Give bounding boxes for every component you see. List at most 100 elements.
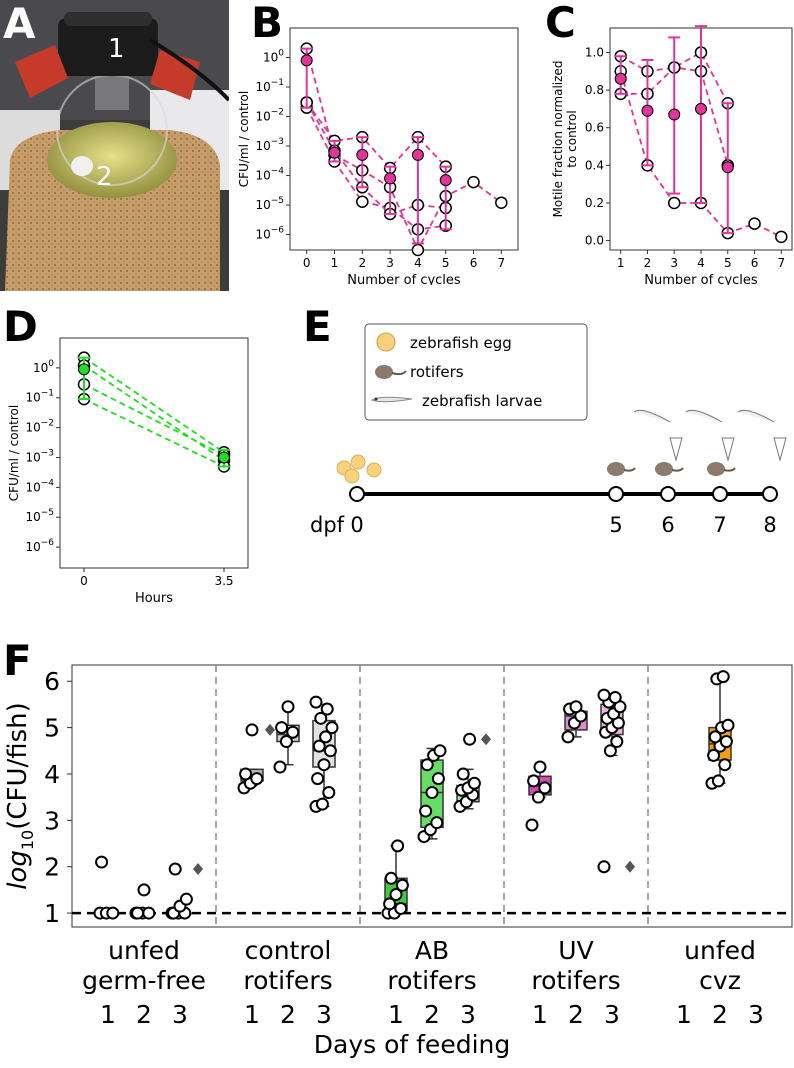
data-point [456, 767, 470, 781]
x-axis-label: Hours [135, 591, 173, 606]
timeline-point [660, 486, 676, 502]
data-point [525, 818, 539, 832]
data-point [317, 758, 331, 772]
data-point [431, 772, 445, 786]
x-tick-label: 7 [497, 256, 505, 270]
timeline-point-label: 7 [713, 513, 726, 537]
x-tick-label: 7 [777, 256, 785, 270]
data-point [608, 690, 622, 704]
y-tick-label: 10−5 [255, 196, 284, 212]
mean-point [78, 363, 90, 376]
data-point [708, 730, 722, 744]
data-point [394, 901, 408, 915]
data-point [137, 883, 151, 897]
x-tick-label: 2 [358, 256, 366, 270]
data-point [309, 695, 323, 709]
flier [193, 863, 203, 876]
x-tick-label: 0 [80, 574, 88, 588]
timeline-point-label: 8 [763, 513, 776, 537]
panel-label-b: B [251, 0, 284, 47]
data-point [279, 735, 293, 749]
day-label: 3 [460, 1000, 476, 1029]
x-tick-label: 4 [697, 256, 705, 270]
data-point [533, 760, 547, 774]
legend-rotifers-label: rotifers [410, 363, 464, 381]
data-point [467, 175, 480, 189]
group-label-line2: germ-free [82, 966, 206, 995]
group-label-line2: cvz [699, 966, 741, 995]
panel-label-f: F [3, 636, 32, 685]
flier [265, 723, 275, 736]
series-line [83, 398, 225, 468]
data-point [395, 878, 409, 892]
plot-frame [289, 27, 519, 251]
y-tick-label: 10−1 [25, 389, 54, 405]
data-point [131, 906, 145, 920]
x-axis-label: Number of cycles [347, 273, 461, 285]
mean-point [328, 146, 341, 159]
y-tick-label: 1 [44, 899, 60, 928]
series-line [83, 364, 225, 462]
y-tick-label: 10−6 [25, 538, 54, 554]
x-tick-label: 2 [644, 256, 652, 270]
x-tick-label: 3.5 [214, 574, 233, 588]
egg-icon [376, 332, 396, 352]
legend-larvae-label: zebrafish larvae [422, 392, 542, 410]
timeline-point [762, 486, 778, 502]
timeline-point [712, 486, 728, 502]
y-tick-label: 6 [44, 667, 60, 696]
schematic-legend-box [364, 323, 588, 421]
flier [481, 733, 491, 746]
x-tick-label: 3 [386, 256, 394, 270]
series-line [83, 383, 225, 456]
y-tick-label: 10−4 [255, 167, 284, 183]
y-tick-label: 10−2 [25, 419, 54, 435]
mean-point [439, 174, 452, 187]
mean-point [300, 54, 313, 67]
timeline-larvae-tubes [633, 409, 787, 462]
data-point [775, 230, 788, 244]
y-tick-label: 0.8 [585, 83, 604, 97]
y-tick-label: 1.0 [585, 45, 604, 59]
panel-label-d: D [3, 302, 38, 351]
y-axis-label: to control [565, 110, 579, 167]
group-label-line1: AB [415, 936, 449, 965]
day-label: 1 [244, 1000, 260, 1029]
legend-egg-label: zebrafish egg [410, 334, 512, 352]
data-point [430, 816, 444, 830]
y-tick-label: 10−2 [255, 108, 284, 124]
y-tick-label: 10−3 [25, 448, 54, 464]
data-point [179, 892, 193, 906]
x-tick-label: 1 [617, 256, 625, 270]
x-tick-label: 6 [470, 256, 478, 270]
data-point [527, 774, 541, 788]
mean-point [668, 108, 681, 121]
panel-e-schematic: zebrafish egg rotifers zebrafish larvae … [310, 323, 787, 537]
data-point [425, 786, 439, 800]
data-point [168, 862, 182, 876]
x-tick-label: 6 [751, 256, 759, 270]
day-label: 1 [532, 1000, 548, 1029]
data-point [667, 196, 681, 210]
data-point [95, 855, 109, 869]
data-point [718, 758, 732, 772]
data-point [597, 860, 611, 874]
x-tick-label: 5 [442, 256, 450, 270]
data-point [389, 888, 403, 902]
y-axis-label: CFU/ml / control [237, 91, 251, 187]
panel-b-chart: 0 1 2 3 4 5 6 7 100 10−1 10−2 10−3 10−4 10−5 10−6 Numbe… [237, 27, 519, 285]
group-label-line1: UV [558, 936, 593, 965]
mean-point [411, 148, 424, 161]
timeline-points [349, 486, 778, 502]
flier [625, 860, 635, 873]
timeline-point-label: 0 [350, 513, 363, 537]
timeline-point-label: 5 [609, 513, 622, 537]
day-label: 2 [280, 1000, 296, 1029]
data-point [323, 744, 337, 758]
panel-label-a: A [3, 0, 36, 48]
data-point [748, 217, 761, 230]
x-tick-label: 5 [724, 256, 732, 270]
y-tick-label: 0.0 [585, 234, 604, 248]
data-point [245, 723, 259, 737]
timeline-eggs [336, 454, 382, 484]
